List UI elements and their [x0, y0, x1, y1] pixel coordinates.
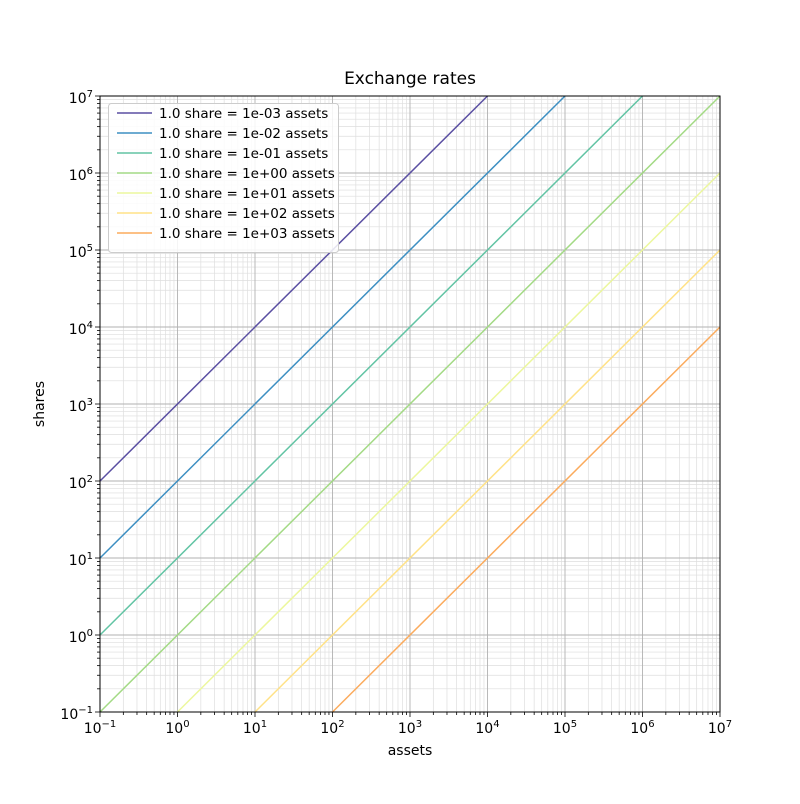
- legend-entry: 1.0 share = 1e+01 assets: [117, 186, 335, 202]
- y-tick-label: 102: [69, 474, 93, 492]
- legend-entry: 1.0 share = 1e-02 assets: [117, 126, 328, 142]
- x-axis-label: assets: [388, 743, 433, 759]
- series-line-3: [99, 95, 721, 713]
- y-tick-label: 107: [69, 89, 93, 107]
- legend-entry: 1.0 share = 1e+02 assets: [117, 206, 335, 222]
- x-tick-label: 104: [475, 719, 499, 737]
- x-tick-label: 100: [165, 719, 189, 737]
- x-tick-label: 102: [320, 719, 344, 737]
- legend-label: 1.0 share = 1e+01 assets: [159, 186, 335, 202]
- legend-label: 1.0 share = 1e+03 assets: [159, 226, 335, 242]
- legend-label: 1.0 share = 1e-02 assets: [159, 126, 328, 142]
- legend-label: 1.0 share = 1e+00 assets: [159, 166, 335, 182]
- y-tick-label: 106: [69, 166, 93, 184]
- tick-marks: [95, 95, 721, 717]
- legend: 1.0 share = 1e-03 assets 1.0 share = 1e-0…: [108, 103, 339, 253]
- series-lines: [99, 95, 721, 713]
- tick-labels: 10−1 100 101 102 103 104 105 106 107 10−1 100 101 10…: [60, 89, 732, 737]
- series-line-0: [99, 95, 489, 482]
- y-tick-label: 101: [69, 551, 93, 569]
- series-line-1: [99, 95, 566, 559]
- y-tick-label: 105: [69, 243, 93, 261]
- legend-frame: [108, 103, 339, 253]
- x-tick-label: 105: [553, 719, 577, 737]
- chart-title: Exchange rates: [344, 69, 476, 89]
- legend-entry: 1.0 share = 1e-03 assets: [117, 106, 328, 122]
- legend-entry: 1.0 share = 1e-01 assets: [117, 146, 328, 162]
- y-tick-label: 100: [69, 628, 93, 646]
- series-line-6: [331, 326, 721, 713]
- y-tick-label: 103: [69, 397, 93, 415]
- x-tick-label: 107: [708, 719, 732, 737]
- legend-label: 1.0 share = 1e+02 assets: [159, 206, 335, 222]
- series-line-5: [254, 249, 721, 713]
- x-tick-label: 101: [243, 719, 267, 737]
- legend-entry: 1.0 share = 1e+00 assets: [117, 166, 335, 182]
- x-tick-label: 106: [630, 719, 654, 737]
- y-tick-label: 104: [69, 320, 93, 338]
- legend-label: 1.0 share = 1e-03 assets: [159, 106, 328, 122]
- y-tick-label: 10−1: [60, 705, 93, 723]
- legend-label: 1.0 share = 1e-01 assets: [159, 146, 328, 162]
- chart-layer: 10−1 100 101 102 103 104 105 106 107 10−1 100 101 10…: [60, 89, 732, 737]
- y-axis-label: shares: [32, 381, 48, 427]
- x-tick-label: 10−1: [84, 719, 117, 737]
- series-line-4: [176, 172, 721, 713]
- series-line-2: [99, 95, 644, 636]
- x-tick-label: 103: [398, 719, 422, 737]
- legend-entry: 1.0 share = 1e+03 assets: [117, 226, 335, 242]
